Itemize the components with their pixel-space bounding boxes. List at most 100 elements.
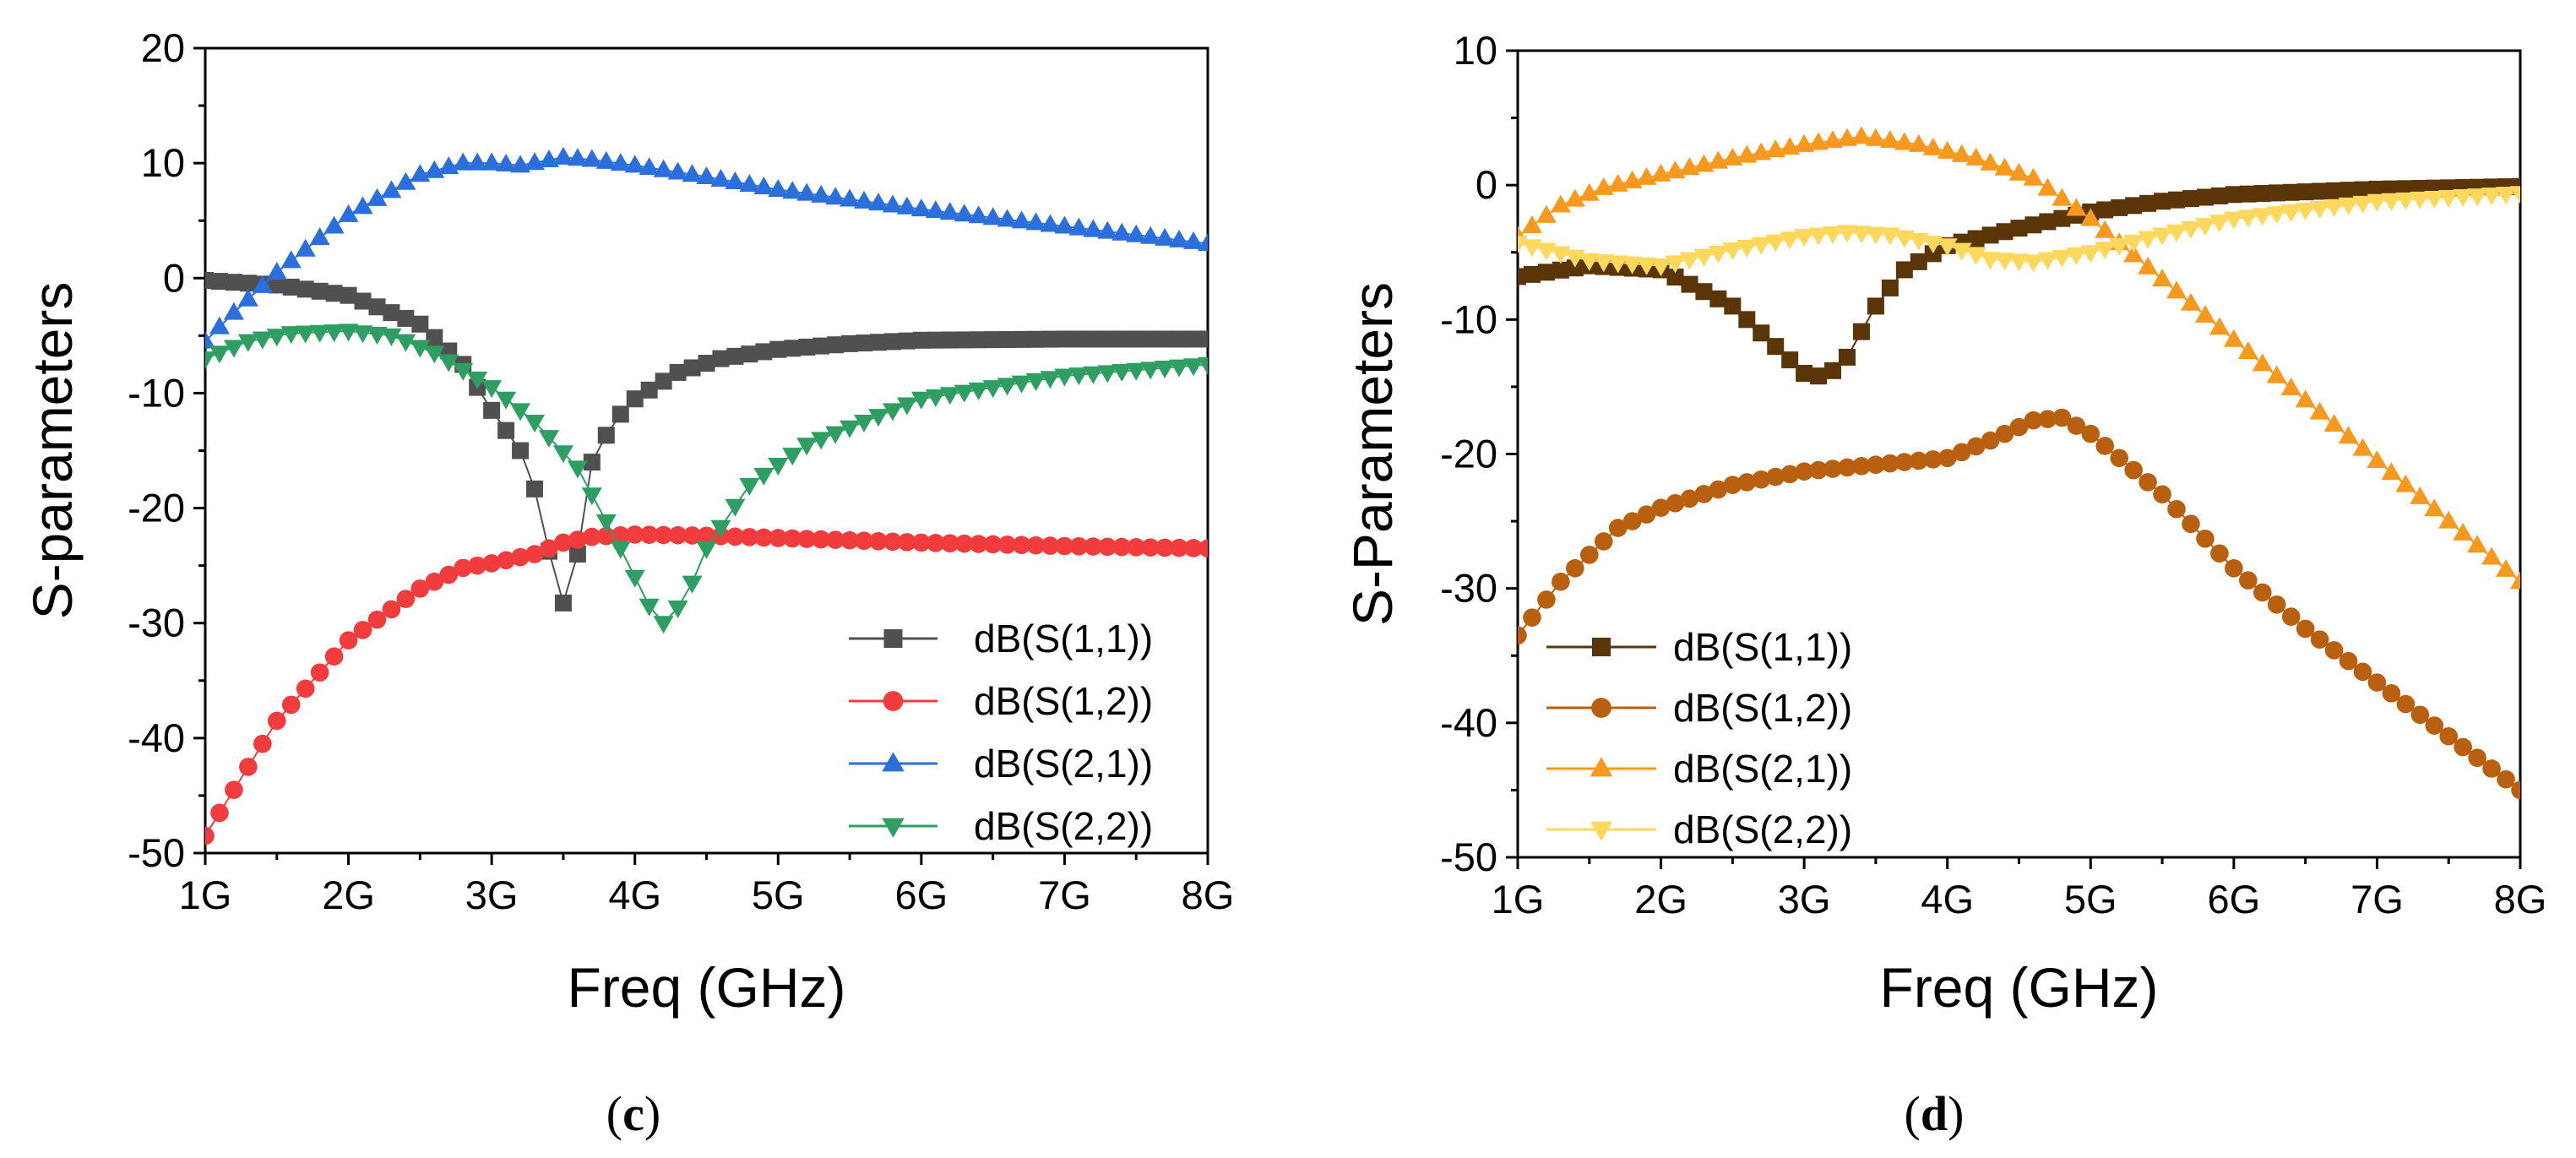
data-point-d-3 (2280, 378, 2302, 396)
data-point-c-1 (483, 401, 501, 419)
data-point-d-3 (2453, 522, 2474, 541)
data-point-d-4 (2008, 253, 2030, 272)
data-point-d-3 (1908, 133, 1929, 152)
data-point-d-3 (2367, 449, 2388, 468)
data-point-d-1 (2125, 197, 2143, 215)
data-point-d-4 (1808, 227, 1829, 246)
y-tick-label-d: -50 (1440, 835, 1497, 879)
data-point-d-4 (1823, 226, 1844, 244)
data-point-c-2 (1069, 536, 1089, 556)
data-point-d-3 (1823, 130, 1844, 149)
data-point-d-3 (1535, 204, 1557, 223)
data-point-c-3 (367, 188, 388, 206)
x-tick-label-d: 8G (2494, 877, 2547, 922)
data-point-c-4 (524, 414, 546, 432)
data-point-c-1 (554, 594, 572, 612)
data-point-c-4 (581, 487, 602, 506)
data-point-c-1 (984, 331, 1002, 349)
data-point-d-3 (1794, 133, 1815, 152)
data-point-c-1 (927, 331, 944, 349)
y-tick-label-c: 0 (163, 255, 185, 300)
x-tick-label-c: 3G (465, 873, 519, 917)
y-axis-title-c: S-parameters (21, 282, 84, 620)
y-tick-label-d: -10 (1440, 296, 1497, 341)
data-point-d-1 (1810, 367, 1828, 385)
data-point-c-4 (1140, 362, 1161, 380)
data-point-d-3 (2223, 329, 2244, 347)
data-point-c-3 (1126, 224, 1147, 242)
data-point-c-4 (510, 403, 531, 421)
data-point-d-4 (1951, 242, 1972, 261)
x-tick-label-c: 5G (752, 873, 805, 917)
data-point-c-1 (640, 381, 658, 399)
caption-label-d: d (1921, 1086, 1948, 1141)
data-point-d-3 (1894, 132, 1915, 150)
data-point-c-2 (654, 525, 673, 545)
data-point-c-3 (496, 154, 517, 172)
data-point-d-4 (2338, 197, 2359, 215)
x-tick-label-d: 3G (1778, 877, 1831, 922)
data-point-c-2 (497, 551, 515, 570)
data-point-c-4 (1068, 367, 1090, 386)
data-point-c-2 (1026, 536, 1046, 555)
data-point-c-4 (1025, 372, 1046, 391)
data-point-c-3 (395, 171, 416, 190)
data-point-d-3 (1765, 139, 1786, 158)
data-point-c-2 (253, 734, 272, 753)
data-point-c-2 (225, 780, 243, 799)
data-point-d-1 (2210, 187, 2228, 204)
data-point-c-2 (1170, 538, 1188, 557)
data-point-d-2 (2439, 726, 2459, 746)
data-point-d-3 (2438, 510, 2459, 529)
legend-marker-d-4 (1590, 821, 1613, 841)
data-point-d-4 (1751, 236, 1772, 255)
series-line-d-3 (1518, 135, 2520, 583)
data-point-d-2 (1823, 459, 1842, 478)
data-point-c-2 (396, 590, 416, 608)
data-point-d-3 (2510, 571, 2520, 590)
data-point-c-1 (597, 427, 615, 444)
data-point-c-4 (453, 362, 474, 381)
data-point-c-2 (410, 579, 430, 598)
data-point-c-3 (710, 168, 731, 187)
data-point-d-2 (2225, 558, 2243, 578)
data-point-d-2 (2110, 449, 2128, 468)
data-point-c-4 (205, 351, 215, 370)
data-point-d-2 (1838, 458, 1856, 477)
data-point-d-3 (2138, 256, 2159, 275)
data-point-d-2 (2382, 684, 2401, 703)
data-point-d-2 (1809, 460, 1828, 480)
data-point-d-3 (2037, 177, 2058, 196)
data-point-c-2 (997, 536, 1017, 554)
data-point-c-3 (266, 261, 287, 280)
data-point-c-3 (1097, 220, 1118, 239)
data-point-d-1 (2182, 190, 2199, 208)
data-point-d-4 (2237, 209, 2258, 228)
data-point-d-4 (1665, 255, 1686, 274)
data-point-d-4 (2352, 195, 2373, 214)
data-point-c-3 (280, 250, 302, 269)
data-point-d-4 (1965, 247, 1986, 265)
data-point-c-1 (526, 480, 544, 497)
data-point-d-1 (1695, 283, 1713, 301)
data-point-c-3 (825, 187, 846, 205)
data-point-c-3 (1068, 217, 1090, 236)
data-point-c-1 (1171, 330, 1188, 348)
data-point-c-3 (524, 152, 546, 171)
data-point-d-4 (2381, 193, 2402, 211)
data-point-c-1 (955, 331, 973, 349)
data-point-d-2 (2210, 544, 2229, 563)
data-point-c-3 (567, 148, 588, 166)
x-axis-title-d: Freq (GHz) (1880, 956, 2159, 1019)
data-point-d-3 (1521, 215, 1542, 233)
data-point-c-2 (281, 695, 301, 715)
data-point-c-1 (812, 337, 830, 355)
data-point-d-2 (2468, 748, 2486, 768)
data-point-c-1 (741, 345, 758, 363)
data-point-d-4 (2080, 245, 2101, 264)
data-point-c-1 (941, 331, 959, 349)
data-point-d-4 (2023, 254, 2044, 273)
data-point-d-2 (1594, 532, 1613, 551)
data-point-c-2 (554, 533, 573, 552)
